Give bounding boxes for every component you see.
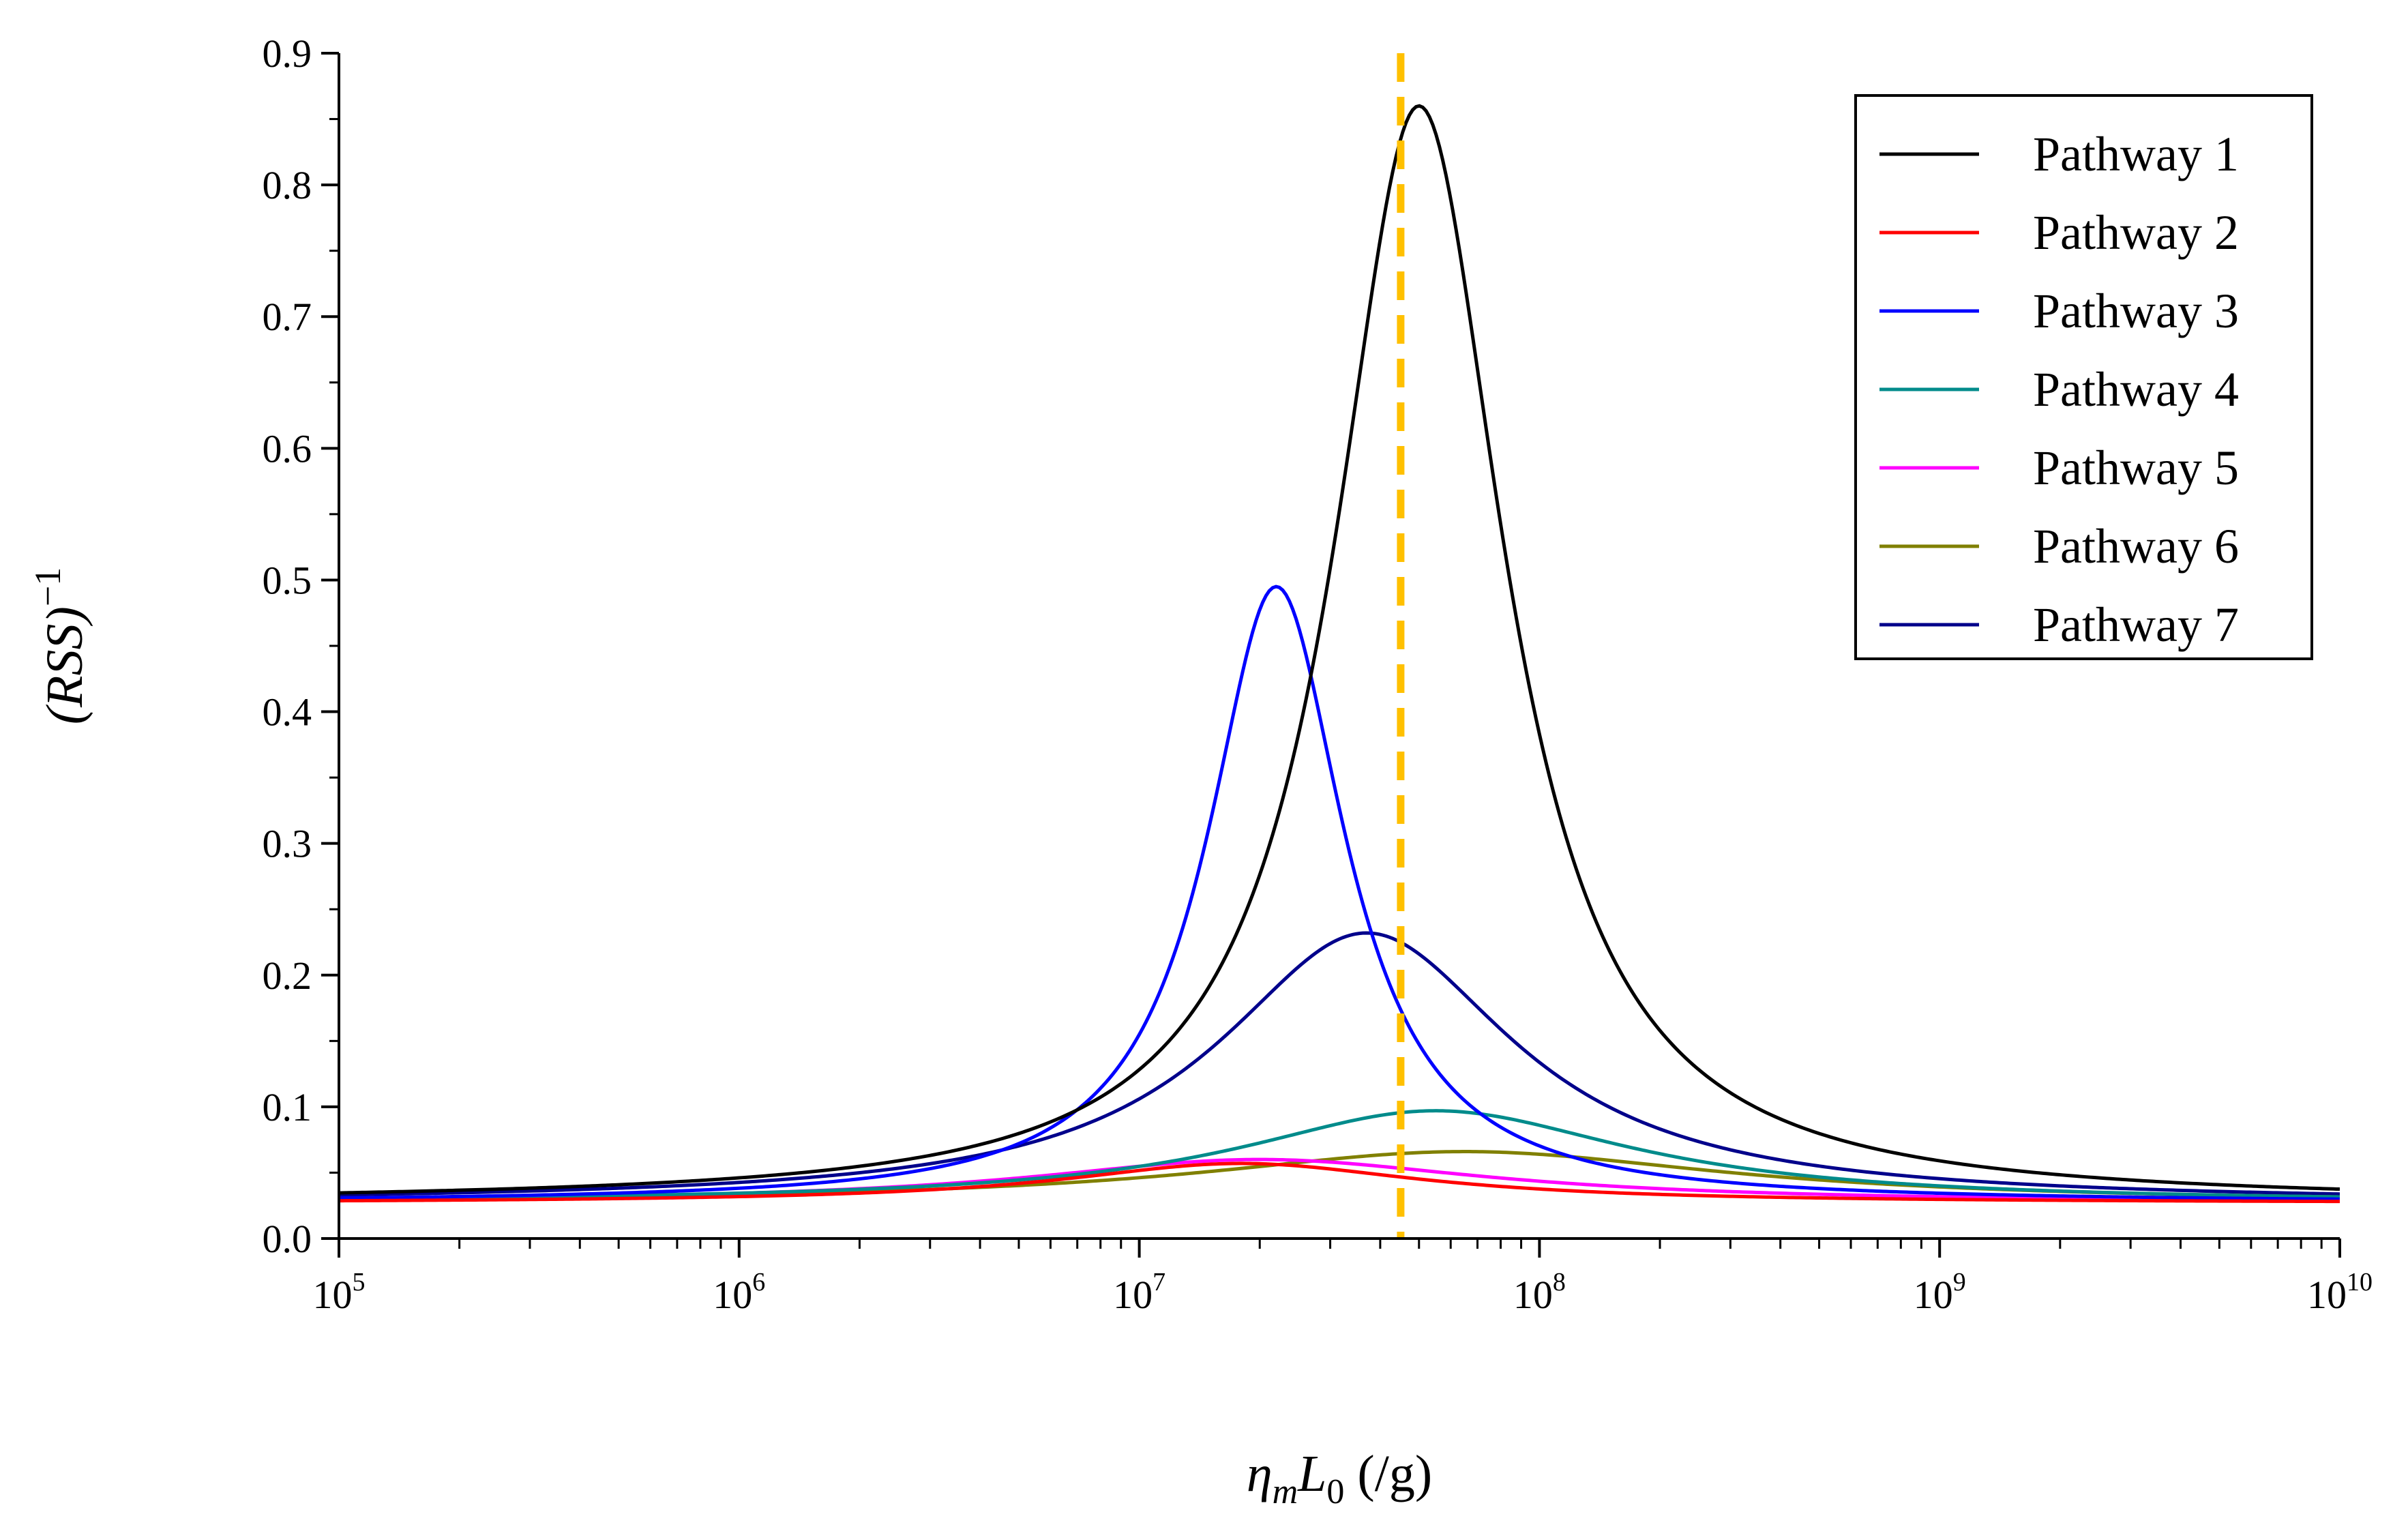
series-line-pathway-3: [338, 584, 2340, 1201]
y-tick-label: 0.0: [263, 1217, 312, 1261]
x-tick-label: 107: [1113, 1268, 1165, 1317]
y-axis-title: (RSS)−1: [27, 567, 93, 725]
legend: Pathway 1 Pathway 2 Pathway 3 Pathway 4 Path…: [1854, 94, 2313, 660]
series-line-pathway-4: [338, 1109, 2340, 1201]
y-tick-label: 0.2: [263, 953, 312, 998]
y-tick-label: 0.6: [263, 426, 312, 471]
legend-label-pathway-1: Pathway 1: [2033, 127, 2239, 181]
y-tick-label: 0.5: [263, 558, 312, 602]
legend-label-pathway-5: Pathway 5: [2033, 441, 2239, 495]
y-tick-label: 0.1: [263, 1085, 312, 1129]
x-tick-label: 1010: [2307, 1268, 2373, 1317]
legend-label-pathway-6: Pathway 6: [2033, 519, 2239, 574]
series-line-pathway-1: [338, 104, 2340, 1195]
y-tick-label: 0.3: [263, 822, 312, 866]
series-line-pathway-2: [338, 1161, 2340, 1204]
series-line-pathway-7: [338, 931, 2340, 1197]
legend-label-pathway-7: Pathway 7: [2033, 597, 2239, 652]
legend-label-pathway-4: Pathway 4: [2033, 362, 2239, 417]
x-tick-label: 108: [1513, 1268, 1566, 1317]
legend-label-pathway-2: Pathway 2: [2033, 205, 2239, 260]
x-tick-label: 109: [1914, 1268, 1966, 1317]
plot-area: [338, 53, 2340, 1239]
legend-box: [1854, 94, 2313, 660]
y-tick-label: 0.9: [263, 31, 312, 76]
y-tick-label: 0.7: [263, 295, 312, 339]
x-tick-label: 105: [313, 1268, 366, 1317]
y-tick-label: 0.4: [263, 690, 312, 735]
y-tick-label: 0.8: [263, 163, 312, 207]
axes: 0.0 0.1 0.2 0.3 0.4 0.5 0.6 0.7 0.8 0.9 105 106 107 1…: [27, 31, 2373, 1511]
x-tick-label: 106: [713, 1268, 765, 1317]
x-axis-title: ηmL0 (/g): [1247, 1445, 1432, 1511]
legend-label-pathway-3: Pathway 3: [2033, 284, 2239, 338]
